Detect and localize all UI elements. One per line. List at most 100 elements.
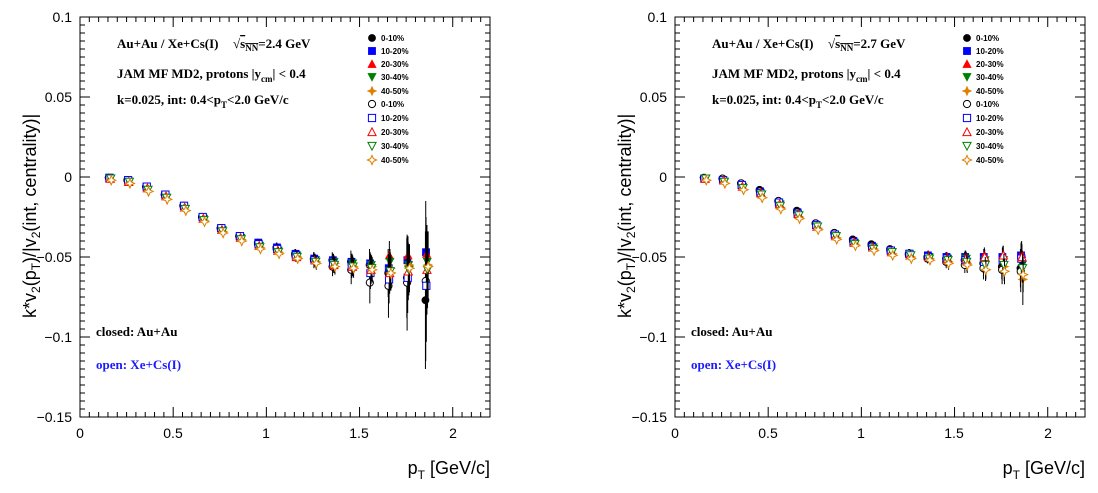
- data-point-open-star: [942, 257, 955, 270]
- data-point-open-star: [868, 244, 880, 257]
- open-note: open: Xe+Cs(I): [96, 357, 181, 372]
- data-point-open-star: [385, 267, 397, 279]
- data-point-open-star: [924, 254, 936, 267]
- legend-marker-closed-triangle-down: [962, 73, 972, 82]
- legend-label: 20-30%: [381, 60, 409, 69]
- legend-label: 20-30%: [381, 128, 409, 137]
- axis-ticks: [674, 16, 1086, 418]
- ytick-label: 0.05: [45, 89, 72, 105]
- system-annotation: Au+Au / Xe+Cs(I): [117, 36, 219, 51]
- legend-marker-open-triangle-up: [962, 126, 972, 137]
- legend-marker-open-triangle-up: [367, 126, 377, 137]
- legend-label: 20-30%: [976, 128, 1004, 137]
- legend: 0-10% 10-20% 20-30% 30-40% 40-50% 0-10% …: [366, 34, 409, 166]
- data-point-open-star: [180, 204, 192, 217]
- legend-marker-closed-square: [368, 47, 376, 55]
- data-point-open-star: [422, 260, 434, 273]
- legend-label: 0-10%: [976, 100, 999, 109]
- legend-label: 40-50%: [976, 156, 1004, 165]
- param-annotation: k=0.025, int: 0.4<pT<2.0 GeV/c: [712, 92, 884, 110]
- data-point-open-star: [366, 263, 379, 276]
- legend-marker-open-triangle-down: [367, 141, 377, 152]
- legend-label: 40-50%: [976, 87, 1004, 96]
- data-point-open-star: [700, 174, 713, 187]
- xtick-label: 2: [449, 425, 457, 441]
- x-axis-label: pT [GeV/c]: [1003, 458, 1085, 482]
- legend-label: 30-40%: [976, 142, 1004, 151]
- ytick-label: −0.05: [37, 249, 73, 265]
- ytick-label: 0.05: [640, 89, 667, 105]
- legend-marker-open-star: [961, 154, 973, 166]
- model-annotation: JAM MF MD2, protons |ycm| < 0.4: [712, 66, 901, 84]
- chart-panel-right: −0.15 −0.1 −0.05 0 0.05 0.1 0 0.5 1 1.5 …: [615, 9, 1086, 482]
- legend-marker-open-square: [367, 113, 377, 123]
- legend-marker-closed-triangle-up: [962, 59, 972, 68]
- energy-annotation: √sNN=2.4 GeV: [233, 36, 311, 53]
- xtick-label: 1.5: [349, 425, 369, 441]
- closed-note: closed: Au+Au: [96, 324, 177, 339]
- open-note: open: Xe+Cs(I): [691, 357, 776, 372]
- data-point-open-square: [422, 281, 431, 290]
- data-point-open-star: [775, 203, 787, 215]
- data-point-open-triangle-up: [998, 250, 1009, 260]
- data-point-open-star: [905, 252, 918, 265]
- legend-label: 10-20%: [976, 47, 1004, 56]
- closed-note: closed: Au+Au: [691, 324, 772, 339]
- legend-marker-closed-circle: [368, 34, 376, 42]
- legend-marker-closed-square: [963, 47, 971, 55]
- data-point-open-star: [830, 233, 843, 246]
- xtick-label: 0: [671, 425, 679, 441]
- data-point-open-triangle-down: [998, 260, 1009, 271]
- data-point-open-star: [105, 174, 118, 187]
- legend-label: 10-20%: [381, 47, 409, 56]
- y-axis-label: k*v2(pT)/|v2(int, centrality)|: [615, 114, 638, 318]
- param-annotation: k=0.025, int: 0.4<pT<2.0 GeV/c: [117, 92, 289, 110]
- legend: 0-10% 10-20% 20-30% 30-40% 40-50% 0-10% …: [961, 34, 1004, 166]
- xtick-label: 2: [1044, 425, 1052, 441]
- data-point-open-star: [142, 185, 155, 198]
- legend-marker-open-square: [962, 113, 972, 123]
- data-point-open-star: [998, 265, 1011, 278]
- data-point-open-star: [124, 177, 136, 190]
- data-point-open-star: [329, 260, 341, 273]
- legend-marker-closed-circle: [963, 34, 971, 42]
- x-axis-label: pT [GeV/c]: [408, 458, 490, 482]
- ytick-label: 0.1: [648, 9, 668, 25]
- data-point-open-star: [961, 259, 974, 271]
- data-point-open-star: [198, 215, 211, 228]
- ytick-label: −0.1: [44, 329, 72, 345]
- data-point-open-star: [980, 263, 992, 276]
- legend-label: 0-10%: [976, 34, 999, 43]
- data-points: [699, 173, 1029, 305]
- data-point-open-star: [886, 249, 899, 262]
- ytick-label: 0.1: [53, 9, 73, 25]
- legend-label: 10-20%: [976, 114, 1004, 123]
- xtick-label: 1: [262, 425, 270, 441]
- data-point-open-star: [812, 223, 824, 236]
- legend-marker-open-triangle-down: [962, 141, 972, 152]
- data-point-open-triangle-up: [979, 251, 990, 262]
- model-annotation: JAM MF MD2, protons |ycm| < 0.4: [117, 66, 306, 84]
- legend-marker-open-circle: [367, 99, 377, 109]
- data-point-open-star: [403, 262, 416, 275]
- ytick-label: −0.15: [632, 409, 668, 425]
- ytick-label: 0: [64, 169, 72, 185]
- legend-label: 30-40%: [381, 142, 409, 151]
- chart-panel-left: −0.15 −0.1 −0.05 0 0.05 0.1 0 0.5 1 1.5 …: [20, 9, 491, 482]
- legend-label: 20-30%: [976, 60, 1004, 69]
- legend-label: 40-50%: [381, 156, 409, 165]
- legend-label: 40-50%: [381, 87, 409, 96]
- xtick-label: 1: [857, 425, 865, 441]
- legend-label: 30-40%: [976, 73, 1004, 82]
- data-point-open-star: [273, 247, 285, 260]
- xtick-label: 0: [76, 425, 84, 441]
- xtick-label: 0.5: [163, 425, 183, 441]
- data-point-open-star: [291, 252, 304, 265]
- axis-ticks: [79, 16, 491, 418]
- legend-label: 10-20%: [381, 114, 409, 123]
- data-point-open-star: [254, 243, 267, 255]
- data-point-open-star: [217, 227, 229, 239]
- legend-marker-closed-triangle-up: [367, 59, 377, 68]
- legend-marker-open-circle: [962, 99, 972, 109]
- data-point-open-star: [347, 262, 360, 275]
